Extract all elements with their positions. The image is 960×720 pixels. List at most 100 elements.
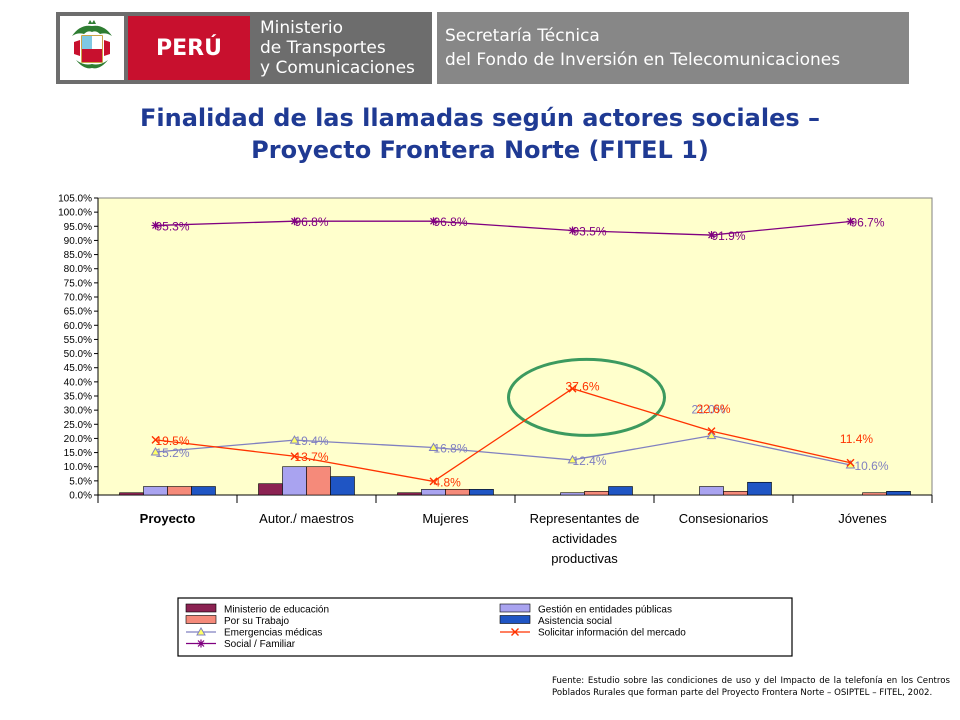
data-label: 96.8% <box>434 215 468 229</box>
data-point <box>290 217 299 226</box>
data-point <box>846 458 855 467</box>
data-point <box>429 217 438 226</box>
x-tick-label: Consesionarios <box>679 511 769 526</box>
source-note: Fuente: Estudio sobre las condiciones de… <box>552 676 950 698</box>
data-point <box>429 477 438 486</box>
data-point <box>567 454 578 464</box>
data-label: 13.7% <box>295 450 329 464</box>
data-label: 37.6% <box>565 380 599 394</box>
ministry-line-2: de Transportes <box>260 38 386 58</box>
bar <box>608 486 633 496</box>
bar <box>747 481 772 496</box>
bar <box>723 491 748 496</box>
y-tick-label: 35.0% <box>64 392 92 403</box>
line-series: 15.2% 19.4% 16.8% 12.4% 21.0% 10.6% <box>150 403 889 473</box>
bar <box>258 483 283 496</box>
y-tick-label: 60.0% <box>64 321 92 332</box>
y-tick-label: 5.0% <box>69 476 92 487</box>
y-tick-label: 0.0% <box>69 491 92 502</box>
ministry-name: Ministerio de Transportes y Comunicacion… <box>260 18 415 78</box>
title-line-1: Finalidad de las llamadas según actores … <box>140 104 820 132</box>
series-line <box>155 220 851 236</box>
bar <box>469 489 494 496</box>
chart: 0.0% 5.0% 10.0% 15.0% 20.0% 25.0% 30.0% 35.0% 40… <box>58 194 933 657</box>
data-label: 19.4% <box>295 434 329 448</box>
ministry-line-1: Ministerio <box>260 18 343 38</box>
data-label: 96.8% <box>295 215 329 229</box>
y-tick-label: 80.0% <box>64 264 92 275</box>
data-point <box>846 217 855 226</box>
bar <box>330 476 355 496</box>
y-tick-label: 30.0% <box>64 406 92 417</box>
legend-label: Por su Trabajo <box>224 616 289 627</box>
legend-label: Asistencia social <box>538 616 612 627</box>
data-point <box>290 452 299 461</box>
ministry-line-3: y Comunicaciones <box>260 58 415 78</box>
peru-logo: PERÚ <box>128 16 250 80</box>
data-label: 22.6% <box>696 402 730 416</box>
data-point <box>707 231 716 240</box>
legend-swatch <box>499 603 531 613</box>
data-point <box>151 435 160 444</box>
y-tick-label: 40.0% <box>64 377 92 388</box>
legend-label: Ministerio de educación <box>224 605 329 616</box>
coat-of-arms-icon <box>60 16 124 80</box>
highlight-circle <box>507 357 666 437</box>
chart-container: 0.0% 5.0% 10.0% 15.0% 20.0% 25.0% 30.0% 35.0% 40… <box>28 180 934 660</box>
data-point <box>707 427 716 436</box>
y-tick-label: 85.0% <box>64 250 92 261</box>
y-tick-label: 25.0% <box>64 420 92 431</box>
data-point <box>289 435 300 444</box>
data-point <box>151 221 160 230</box>
data-point <box>197 639 205 648</box>
y-tick-label: 10.0% <box>64 462 92 473</box>
x-tick-label: Mujeres <box>422 511 469 526</box>
data-point <box>568 384 577 393</box>
data-point <box>428 442 439 451</box>
x-tick-label: productivas <box>551 551 618 566</box>
x-tick-label: Representantes de <box>530 511 640 526</box>
data-label: 15.2% <box>156 446 190 460</box>
data-label: 21.0% <box>691 403 725 417</box>
bar <box>421 489 446 496</box>
data-label: 16.8% <box>434 441 468 455</box>
y-tick-label: 100.0% <box>58 208 92 219</box>
data-label: 12.4% <box>573 454 607 468</box>
secretaria-line-1: Secretaría Técnica <box>445 26 600 46</box>
secretaria-line-2: del Fondo de Inversión en Telecomunicaci… <box>445 50 841 70</box>
data-label: 95.3% <box>156 219 190 233</box>
secretaria-name: Secretaría Técnica del Fondo de Inversió… <box>445 24 840 72</box>
bar <box>862 492 887 496</box>
y-tick-label: 90.0% <box>64 236 92 247</box>
x-tick-label: Autor./ maestros <box>259 511 354 526</box>
y-tick-label: 95.0% <box>64 222 92 233</box>
bar <box>282 466 307 496</box>
data-point <box>568 226 577 235</box>
y-tick-label: 55.0% <box>64 335 92 346</box>
legend-box <box>177 597 793 657</box>
bar <box>699 486 724 496</box>
data-point <box>511 628 519 636</box>
bar <box>397 492 422 496</box>
legend-swatch <box>185 603 217 613</box>
series-line <box>155 387 851 483</box>
line-series: 19.5% 13.7% 4.8% 37.6% 22.6% 11.4% <box>151 380 873 489</box>
x-tick-label: actividades <box>552 531 618 546</box>
data-label: 93.5% <box>573 225 607 239</box>
bar <box>886 491 911 496</box>
bar <box>306 466 331 496</box>
ministry-banner: PERÚ Ministerio de Transportes y Comunic… <box>56 12 432 84</box>
y-tick-label: 70.0% <box>64 293 92 304</box>
legend-label: Gestión en entidades públicas <box>538 605 672 616</box>
data-point <box>150 446 161 456</box>
data-label: 96.7% <box>851 215 885 229</box>
x-tick-label: Proyecto <box>140 511 196 526</box>
y-tick-label: 105.0% <box>58 194 92 205</box>
line-series: 95.3% 96.8% 96.8% 93.5% 91.9% 96.7% <box>151 215 885 243</box>
y-tick-label: 50.0% <box>64 349 92 360</box>
bar <box>191 486 216 496</box>
y-tick-label: 65.0% <box>64 307 92 318</box>
bar <box>119 492 144 496</box>
data-label: 4.8% <box>434 475 462 489</box>
data-label: 91.9% <box>712 229 746 243</box>
